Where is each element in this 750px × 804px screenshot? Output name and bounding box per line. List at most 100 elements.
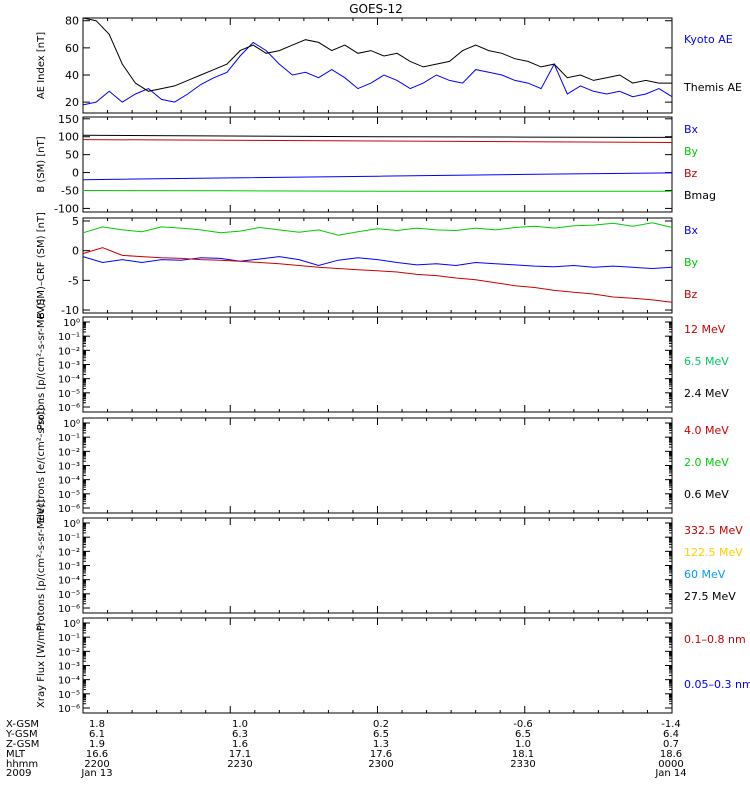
x-axis-value: Jan 14 [654, 768, 686, 779]
legend-60-mev: 60 MeV [684, 568, 726, 581]
chart-title: GOES-12 [349, 2, 403, 16]
panel-frame [82, 116, 673, 213]
x-axis-value: Jan 13 [80, 768, 112, 779]
y-tick-label: 10⁻² [58, 447, 80, 458]
y-tick-label: 10⁻¹ [58, 533, 80, 544]
panel-3: B (SM)–CRF (SM) [nT] 5 0 -5 -10 Bx By Bz [36, 212, 699, 319]
y-tick-label: 10⁻³ [58, 662, 80, 673]
y-axis-label: B (SM) [nT] [36, 136, 47, 192]
y-axis-label: Electrons [e/(cm²-s-sr)] [36, 408, 47, 524]
y-tick-label: 150 [58, 113, 79, 126]
legend-12-mev: 12 MeV [684, 323, 726, 336]
series-line-themis-ae [82, 17, 672, 92]
y-tick-label: 10⁰ [63, 419, 80, 430]
legend-2-0-mev: 2.0 MeV [684, 456, 729, 469]
x-axis-value: 1.3 [373, 739, 389, 750]
y-axis-label: B (SM)–CRF (SM) [nT] [36, 212, 47, 319]
legend-4-0-mev: 4.0 MeV [684, 424, 729, 437]
panel-5: Electrons [e/(cm²-s-sr)] 10⁰ 10⁻¹ 10⁻² 10⁻³ 1… [36, 408, 729, 524]
y-tick-label: 10⁻⁴ [58, 375, 80, 386]
y-tick-label: 10⁰ [63, 619, 80, 630]
x-axis-value: 6.5 [373, 729, 389, 740]
panel-4: Protons [p/(cm²-s-sr-MeV)] 10⁰ 10⁻¹ 10⁻² 10⁻… [36, 299, 729, 431]
y-tick-label: 10⁻³ [58, 462, 80, 473]
y-tick-label: -100 [54, 202, 79, 215]
y-tick-label: 10⁻¹ [58, 332, 80, 343]
x-axis-row-label: hhmm [6, 759, 38, 770]
y-tick-label: 10⁻⁵ [58, 490, 80, 501]
legend-bmag: Bmag [684, 189, 716, 202]
series-line-bz [82, 247, 673, 303]
x-axis-value: 18.1 [512, 749, 534, 760]
y-tick-label: 10⁻⁴ [58, 676, 80, 687]
series-line-kyoto-ae [82, 41, 673, 106]
y-axis-label: Protons [p/(cm²-s-sr-MeV)] [36, 500, 47, 632]
y-tick-label: 0 [72, 245, 79, 258]
y-tick-label: 10⁻² [58, 647, 80, 658]
panel-frame [82, 316, 673, 413]
legend-122-5-mev: 122.5 MeV [684, 546, 743, 559]
y-tick-label: -50 [61, 184, 79, 197]
x-axis-value: 1.8 [89, 719, 105, 730]
y-tick-label: 50 [65, 149, 79, 162]
panels-group: AE Index [nT] 20 40 60 80 Kyoto AE Themis AE B … [36, 15, 750, 715]
series-line-by [82, 190, 672, 192]
y-tick-label: 10⁻³ [58, 361, 80, 372]
legend-bx: Bx [684, 224, 699, 237]
y-tick-label: 10⁻⁴ [58, 476, 80, 487]
x-axis-value: -1.4 [661, 719, 681, 730]
x-axis-row-label: 2009 [6, 768, 31, 779]
y-tick-label: 80 [65, 15, 79, 28]
x-axis-value: 1.6 [232, 739, 248, 750]
x-axis-value: 17.6 [370, 749, 392, 760]
series-line-by [82, 222, 673, 236]
legend-0-05-0-3-nm: 0.05–0.3 nm [684, 678, 750, 691]
y-tick-label: 10⁰ [63, 318, 80, 329]
legend-by: By [684, 256, 699, 269]
y-tick-label: 10⁻¹ [58, 633, 80, 644]
legend-6-5-mev: 6.5 MeV [684, 355, 729, 368]
y-tick-label: -5 [68, 274, 79, 287]
x-axis-value: 6.1 [89, 729, 105, 740]
legend-27-5-mev: 27.5 MeV [684, 590, 736, 603]
y-tick-label: 10⁰ [63, 519, 80, 530]
x-axis-value: 0.7 [663, 739, 679, 750]
x-axis-value: 6.3 [232, 729, 248, 740]
panel-6: Protons [p/(cm²-s-sr-MeV)] 10⁰ 10⁻¹ 10⁻² 10⁻… [36, 500, 743, 632]
legend-bx: Bx [684, 123, 699, 136]
y-tick-label: 10⁻⁴ [58, 576, 80, 587]
x-axis-row-label: X-GSM [6, 719, 39, 730]
series-line-bx [82, 256, 673, 270]
y-tick-label: 100 [58, 131, 79, 144]
x-axis-value: 2230 [227, 759, 252, 770]
y-axis-label: Protons [p/(cm²-s-sr-MeV)] [36, 299, 47, 431]
y-tick-label: 10⁻⁶ [58, 704, 80, 715]
legend-2-4-mev: 2.4 MeV [684, 387, 729, 400]
legend-kyoto-ae: Kyoto AE [684, 33, 733, 46]
panel-7: Xray Flux [W/m²] 10⁰ 10⁻¹ 10⁻² 10⁻³ 10⁻⁴ 10⁻⁵ 1… [36, 617, 750, 715]
x-axis-table: X-GSMY-GSMZ-GSMMLThhmm20091.86.11.916.62… [5, 719, 687, 779]
panel-frame [82, 17, 673, 114]
x-axis-value: -0.6 [513, 719, 533, 730]
x-axis-value: 1.0 [232, 719, 248, 730]
y-tick-label: 20 [65, 96, 79, 109]
y-tick-label: 5 [72, 215, 79, 228]
panel-frame [82, 217, 673, 314]
legend-by: By [684, 145, 699, 158]
x-axis-value: 1.9 [89, 739, 105, 750]
panel-2: B (SM) [nT] 150 100 50 0 -50 -100 Bx By Bz Bmag [36, 113, 716, 216]
x-axis-value: 2200 [84, 759, 109, 770]
x-axis-row-label: Z-GSM [6, 739, 39, 750]
panel-frame [82, 417, 673, 514]
series-line-bx [82, 172, 673, 181]
y-tick-label: 10⁻⁵ [58, 389, 80, 400]
panel-1: AE Index [nT] 20 40 60 80 Kyoto AE Themis AE [36, 15, 742, 114]
y-axis-label: Xray Flux [W/m²] [36, 623, 47, 708]
y-tick-label: 10⁻¹ [58, 433, 80, 444]
x-axis-value: 17.1 [229, 749, 251, 760]
legend-332-5-mev: 332.5 MeV [684, 524, 743, 537]
x-axis-value: 6.5 [515, 729, 531, 740]
x-axis-value: 2330 [510, 759, 535, 770]
